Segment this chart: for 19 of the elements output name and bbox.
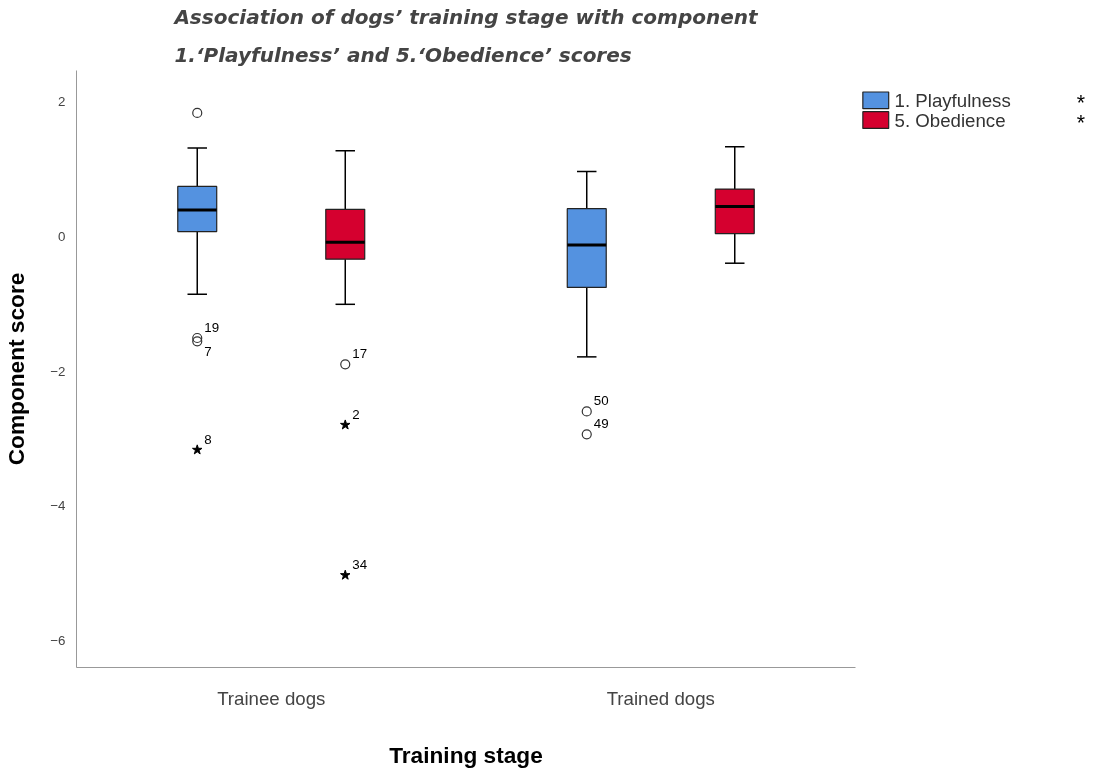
x-tick-label: Trainee dogs (217, 687, 326, 709)
annotation: 17 (352, 346, 368, 362)
y-tick-label: −2 (50, 363, 66, 379)
y-axis-title: Component score (3, 272, 30, 466)
annotation: 8 (204, 431, 212, 447)
annotation: 50 (593, 393, 609, 409)
y-tick-label: −4 (50, 498, 67, 514)
annotation: 19 (204, 320, 220, 335)
annotation: 34 (352, 557, 368, 573)
y-tick-label: 0 (58, 228, 66, 244)
annotation: 2 (352, 406, 360, 422)
x-tick-label: Trained dogs (606, 687, 715, 709)
annotation: 7 (204, 344, 212, 360)
y-tick-label: −6 (50, 633, 66, 649)
y-tick-label: 2 (58, 94, 66, 109)
annotation: 49 (593, 416, 609, 432)
chart-title: Association of dogs’ training stage with component 1.‘Playfulness’ and 5.‘Obedience’ scores (172, 5, 760, 68)
x-axis-title: Training stage (389, 741, 543, 768)
legend-label: 1. Playfulness (894, 89, 1011, 111)
